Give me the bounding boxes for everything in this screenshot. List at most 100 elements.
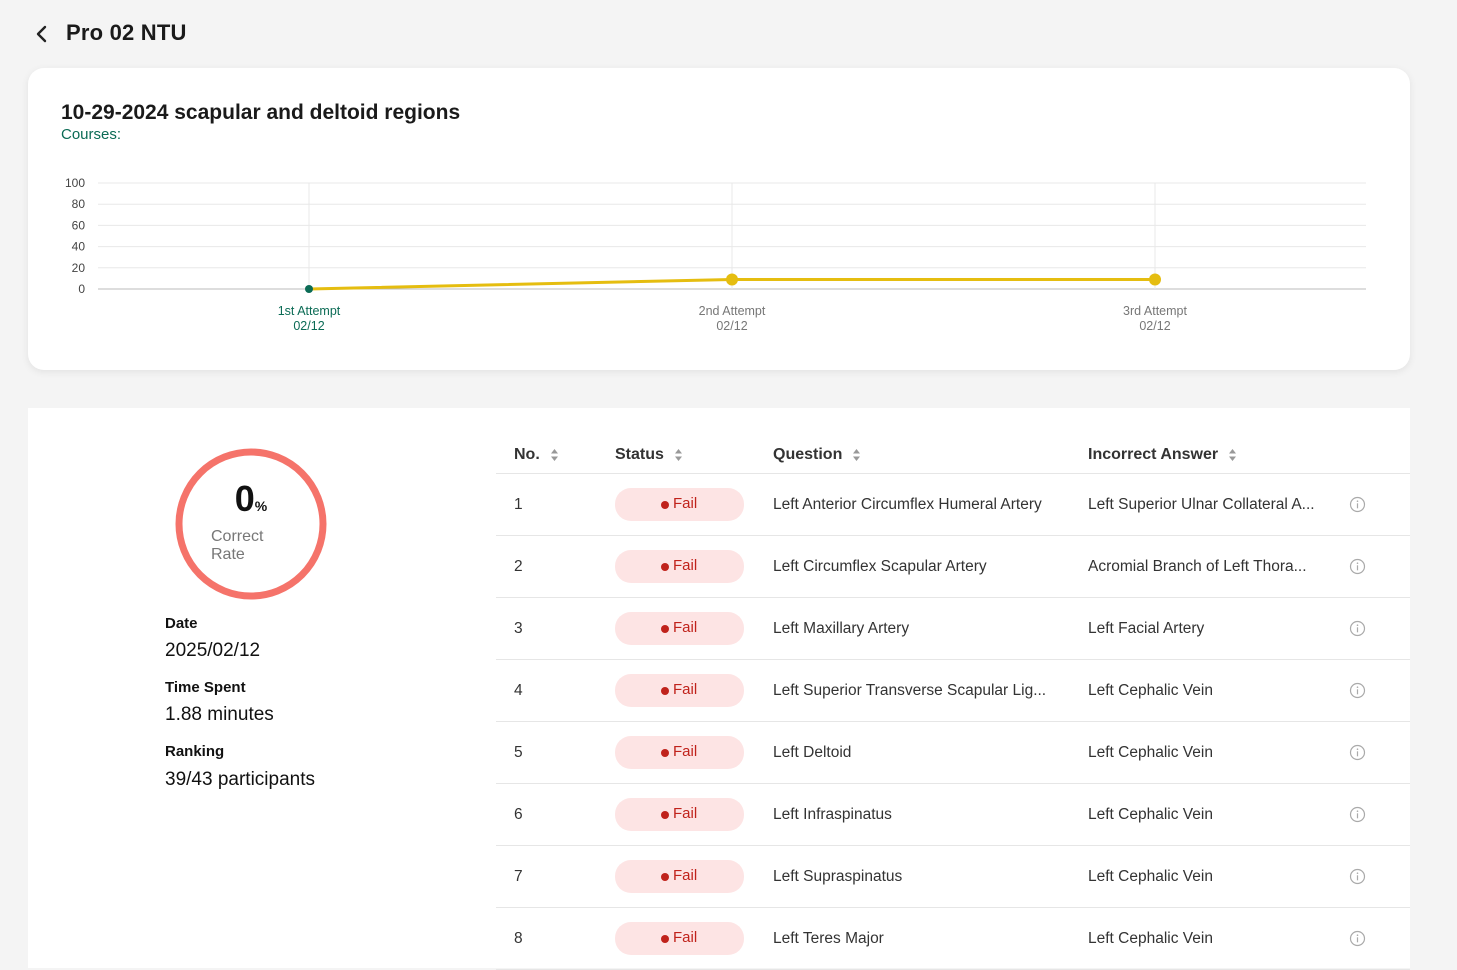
attempts-chart-card: 10-29-2024 scapular and deltoid regions … <box>28 68 1410 370</box>
status-badge: Fail <box>615 736 744 769</box>
row-number: 2 <box>514 558 523 575</box>
courses-label: Courses: <box>61 126 122 143</box>
incorrect-answer-text: Left Facial Artery <box>1088 620 1205 637</box>
status-badge: Fail <box>615 612 744 645</box>
column-header-question[interactable]: Question <box>773 446 861 464</box>
table-row[interactable]: 1 Fail Left Anterior Circumflex Humeral Ar… <box>496 474 1410 536</box>
info-icon[interactable] <box>1349 496 1366 513</box>
question-text: Left Circumflex Scapular Artery <box>773 558 987 575</box>
x-tick-date: 02/12 <box>1139 319 1170 333</box>
column-header-label: No. <box>514 446 540 463</box>
status-badge: Fail <box>615 674 744 707</box>
y-tick-label: 60 <box>72 218 86 232</box>
sort-icon[interactable] <box>852 448 861 462</box>
question-text: Left Supraspinatus <box>773 868 903 885</box>
status-text: Fail <box>673 495 698 512</box>
info-icon[interactable] <box>1349 930 1366 947</box>
x-tick-date: 02/12 <box>716 319 747 333</box>
sort-icon[interactable] <box>674 448 683 462</box>
table-row[interactable]: 4 Fail Left Superior Transverse Scapular L… <box>496 660 1410 722</box>
fail-dot-icon <box>661 687 669 695</box>
question-text: Left Superior Transverse Scapular Lig... <box>773 682 1047 699</box>
correct-rate-value: 0% <box>173 478 329 520</box>
status-badge: Fail <box>615 798 744 831</box>
table-row[interactable]: 8 Fail Left Teres Major Left Cephalic Vein <box>496 908 1410 970</box>
info-icon[interactable] <box>1349 620 1366 637</box>
column-header-status[interactable]: Status <box>615 446 683 464</box>
question-text: Left Anterior Circumflex Humeral Artery <box>773 496 1042 513</box>
question-text: Left Deltoid <box>773 744 852 761</box>
result-details-card: 0% Correct Rate Date 2025/02/12 Time Spe… <box>28 408 1410 970</box>
table-row[interactable]: 5 Fail Left Deltoid Left Cephalic Vein <box>496 722 1410 784</box>
correct-rate-label-line1: Correct <box>211 528 264 545</box>
questions-table: No. Status Question Incorrect Answer 1 Fa… <box>496 434 1410 970</box>
date-label: Date <box>165 615 198 632</box>
fail-dot-icon <box>661 563 669 571</box>
status-text: Fail <box>673 743 698 760</box>
correct-rate-label-line2: Rate <box>211 546 245 563</box>
table-row[interactable]: 6 Fail Left Infraspinatus Left Cephalic Vei… <box>496 784 1410 846</box>
incorrect-answer-text: Left Cephalic Vein <box>1088 806 1213 823</box>
x-tick-label: 1st Attempt <box>278 304 341 318</box>
status-badge: Fail <box>615 922 744 955</box>
ranking-label: Ranking <box>165 743 225 760</box>
correct-rate-ring: 0% Correct Rate <box>173 446 329 602</box>
incorrect-answer-text: Left Cephalic Vein <box>1088 930 1213 947</box>
back-arrow-icon[interactable] <box>30 22 54 46</box>
info-icon[interactable] <box>1349 682 1366 699</box>
row-number: 3 <box>514 620 523 637</box>
fail-dot-icon <box>661 811 669 819</box>
time-spent-label: Time Spent <box>165 679 246 696</box>
status-text: Fail <box>673 929 698 946</box>
y-tick-label: 20 <box>72 261 86 275</box>
table-row[interactable]: 2 Fail Left Circumflex Scapular Artery Acro… <box>496 536 1410 598</box>
table-body: 1 Fail Left Anterior Circumflex Humeral Ar… <box>496 474 1410 970</box>
chart-title: 10-29-2024 scapular and deltoid regions <box>61 101 461 124</box>
column-header-no[interactable]: No. <box>514 446 559 464</box>
ranking-value: 39/43 participants <box>165 769 315 790</box>
row-number: 5 <box>514 744 523 761</box>
y-tick-label: 40 <box>72 240 86 254</box>
question-text: Left Infraspinatus <box>773 806 892 823</box>
data-point <box>726 273 738 286</box>
status-text: Fail <box>673 805 698 822</box>
incorrect-answer-text: Left Superior Ulnar Collateral A... <box>1088 496 1315 513</box>
time-spent-value: 1.88 minutes <box>165 704 274 725</box>
status-badge: Fail <box>615 488 744 521</box>
x-tick-label: 2nd Attempt <box>699 304 766 318</box>
y-tick-label: 80 <box>72 197 86 211</box>
fail-dot-icon <box>661 873 669 881</box>
row-number: 1 <box>514 496 523 513</box>
sort-icon[interactable] <box>1228 448 1237 462</box>
fail-dot-icon <box>661 625 669 633</box>
column-header-label: Question <box>773 446 843 463</box>
table-row[interactable]: 7 Fail Left Supraspinatus Left Cephalic Vei… <box>496 846 1410 908</box>
incorrect-answer-text: Left Cephalic Vein <box>1088 868 1213 885</box>
question-text: Left Maxillary Artery <box>773 620 910 637</box>
x-tick-label: 3rd Attempt <box>1123 304 1187 318</box>
ring-graphic <box>175 448 327 600</box>
table-header: No. Status Question Incorrect Answer <box>496 434 1410 474</box>
sort-icon[interactable] <box>550 448 559 462</box>
status-text: Fail <box>673 867 698 884</box>
y-tick-label: 0 <box>78 282 85 296</box>
column-header-incorrect-answer[interactable]: Incorrect Answer <box>1088 446 1237 464</box>
status-badge: Fail <box>615 550 744 583</box>
row-number: 8 <box>514 930 523 947</box>
status-text: Fail <box>673 619 698 636</box>
incorrect-answer-text: Acromial Branch of Left Thora... <box>1088 558 1307 575</box>
correct-rate-unit: % <box>254 498 268 514</box>
info-icon[interactable] <box>1349 806 1366 823</box>
status-text: Fail <box>673 681 698 698</box>
page-title: Pro 02 NTU <box>66 20 187 45</box>
table-row[interactable]: 3 Fail Left Maxillary Artery Left Facial Ar… <box>496 598 1410 660</box>
correct-rate-label: Correct Rate <box>211 528 291 564</box>
data-point <box>305 285 313 293</box>
info-icon[interactable] <box>1349 558 1366 575</box>
info-icon[interactable] <box>1349 868 1366 885</box>
row-number: 6 <box>514 806 523 823</box>
row-number: 4 <box>514 682 523 699</box>
info-icon[interactable] <box>1349 744 1366 761</box>
row-number: 7 <box>514 868 523 885</box>
